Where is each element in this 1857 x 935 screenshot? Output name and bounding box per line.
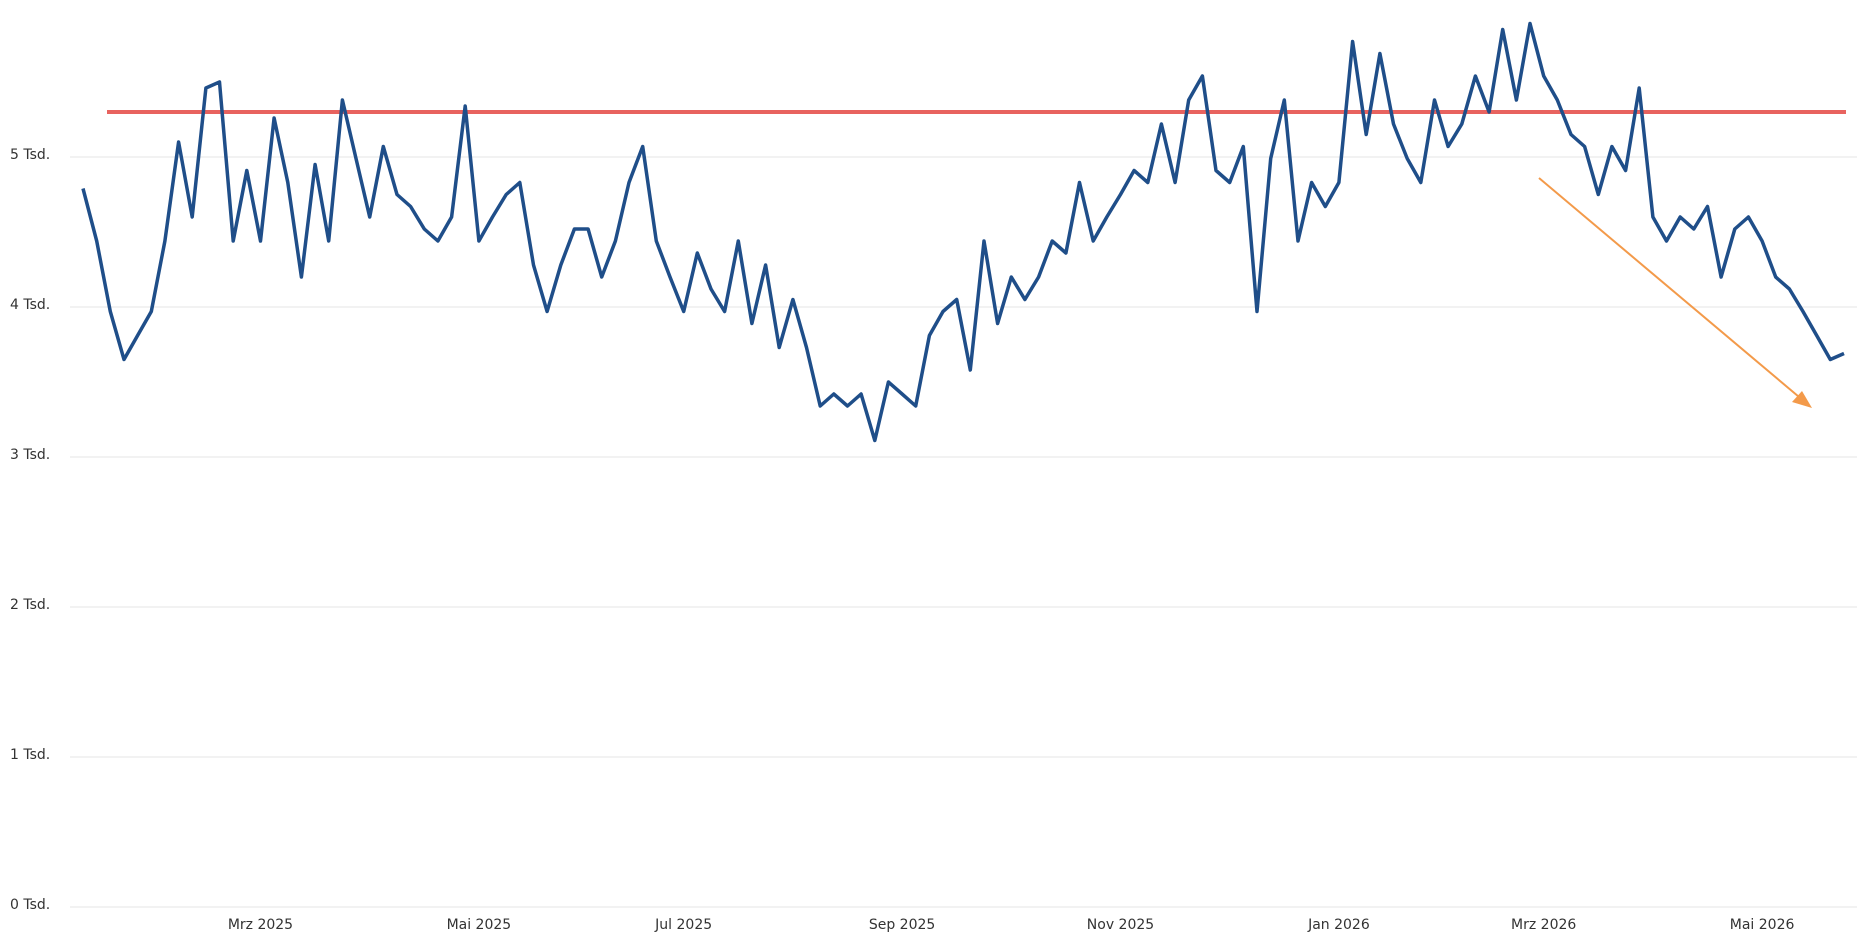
y-tick-label: 3 Tsd. — [10, 447, 50, 463]
y-tick-label: 2 Tsd. — [10, 597, 50, 613]
x-tick-label: Sep 2025 — [869, 917, 935, 933]
y-tick-label: 0 Tsd. — [10, 897, 50, 913]
series-line — [81, 21, 1845, 443]
x-tick-label: Jul 2025 — [654, 917, 712, 933]
x-tick-label: Mai 2026 — [1730, 917, 1795, 933]
arrow-head — [1792, 391, 1812, 408]
x-tick-label: Jan 2026 — [1307, 917, 1370, 933]
x-tick-label: Nov 2025 — [1087, 917, 1154, 933]
y-tick-label: 4 Tsd. — [10, 297, 50, 313]
y-tick-label: 5 Tsd. — [10, 147, 50, 163]
y-tick-label: 1 Tsd. — [10, 747, 50, 763]
trend-arrow — [1538, 177, 1806, 403]
x-tick-label: Mrz 2025 — [228, 917, 293, 933]
x-tick-label: Mai 2025 — [447, 917, 512, 933]
plot: 0 Tsd. 1 Tsd. 2 Tsd. 3 Tsd. 4 Tsd. 5 Tsd. Mrz … — [10, 21, 1857, 933]
x-tick-label: Mrz 2026 — [1511, 917, 1576, 933]
